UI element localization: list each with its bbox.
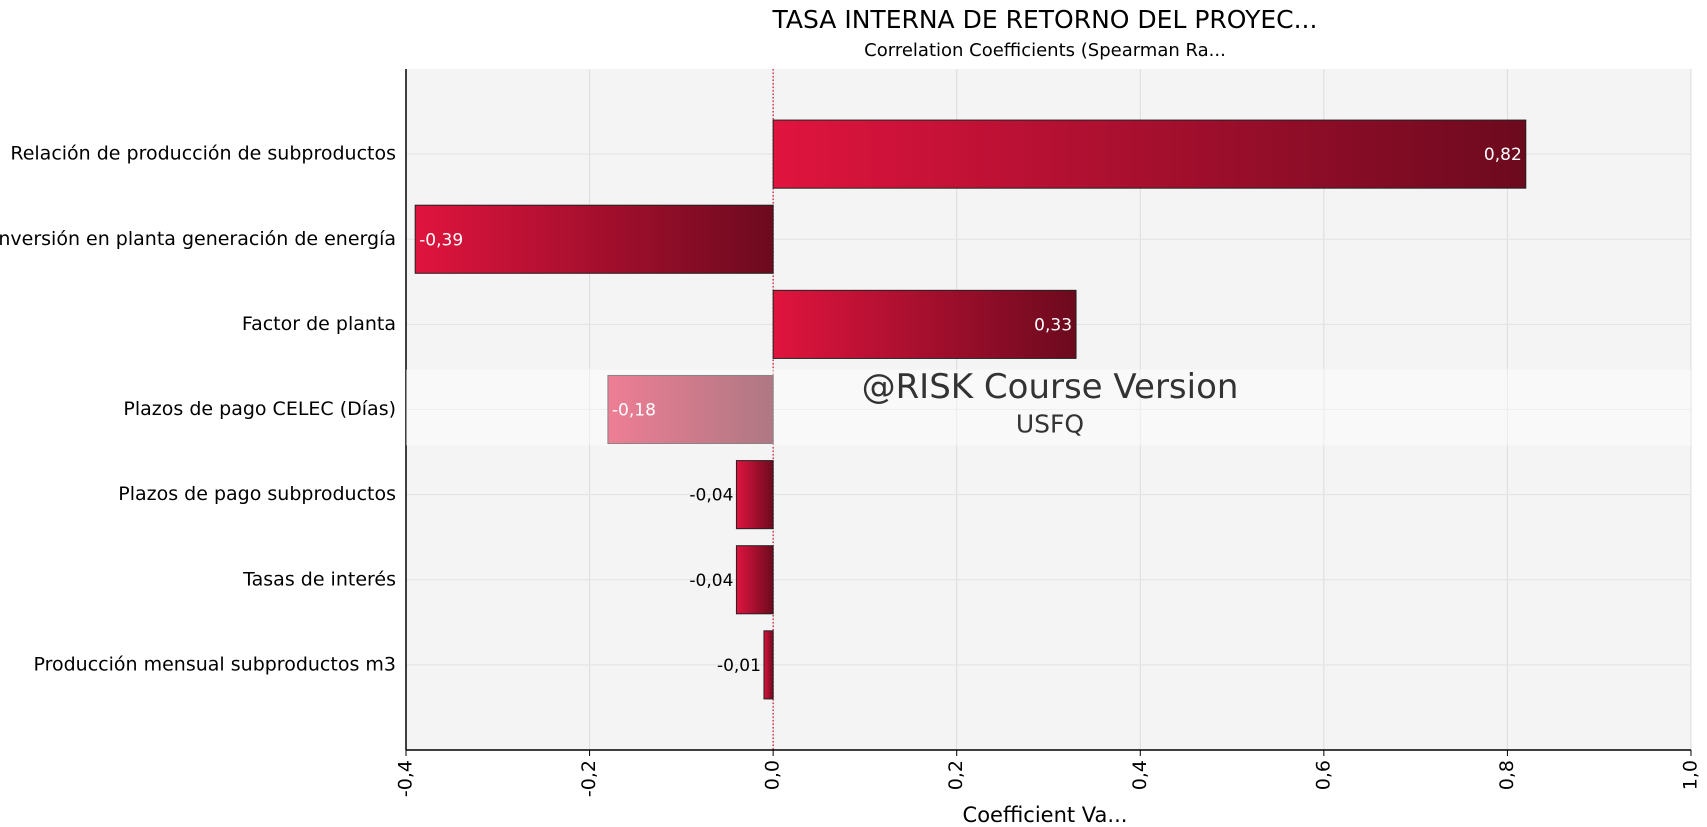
y-tick-label: Plazos de pago subproductos xyxy=(118,483,396,505)
x-tick-label: -0,2 xyxy=(578,760,600,797)
x-tick-label: -0,4 xyxy=(395,760,417,797)
watermark: @RISK Course Version xyxy=(862,367,1239,407)
watermark-band xyxy=(406,369,1691,446)
data-label: 0,33 xyxy=(1034,315,1072,335)
x-tick-label: 0,6 xyxy=(1312,760,1334,790)
x-axis-title: Coefficient Va... xyxy=(963,803,1128,827)
x-tick-label: 0,2 xyxy=(945,760,967,790)
chart-title: TASA INTERNA DE RETORNO DEL PROYEC... xyxy=(772,5,1318,34)
bar xyxy=(763,630,774,700)
bar xyxy=(772,289,1077,359)
x-tick-label: 0,0 xyxy=(762,760,784,790)
x-tick-label: 0,4 xyxy=(1129,760,1151,790)
bar xyxy=(607,374,774,445)
data-label: -0,39 xyxy=(419,230,463,250)
data-label: -0,01 xyxy=(717,656,761,676)
x-tick-label: 1,0 xyxy=(1680,760,1702,790)
y-tick-label: Inversión en planta generación de energí… xyxy=(0,228,396,250)
x-tick-label: 0,8 xyxy=(1496,760,1518,790)
bar xyxy=(414,204,774,274)
data-label: -0,04 xyxy=(689,486,733,506)
chart-subtitle: Correlation Coefficients (Spearman Ra... xyxy=(864,40,1226,61)
data-label: -0,18 xyxy=(612,401,656,421)
data-label: 0,82 xyxy=(1484,145,1522,165)
y-tick-label: Producción mensual subproductos m3 xyxy=(33,653,396,675)
watermark: USFQ xyxy=(1016,410,1084,439)
y-tick-label: Plazos de pago CELEC (Días) xyxy=(123,398,396,420)
bar xyxy=(735,460,774,530)
data-label: -0,04 xyxy=(689,571,733,591)
y-tick-label: Relación de producción de subproductos xyxy=(10,143,396,165)
y-tick-label: Factor de planta xyxy=(242,313,396,335)
y-tick-label: Tasas de interés xyxy=(242,568,396,590)
bar xyxy=(772,119,1527,189)
bar xyxy=(735,545,774,615)
